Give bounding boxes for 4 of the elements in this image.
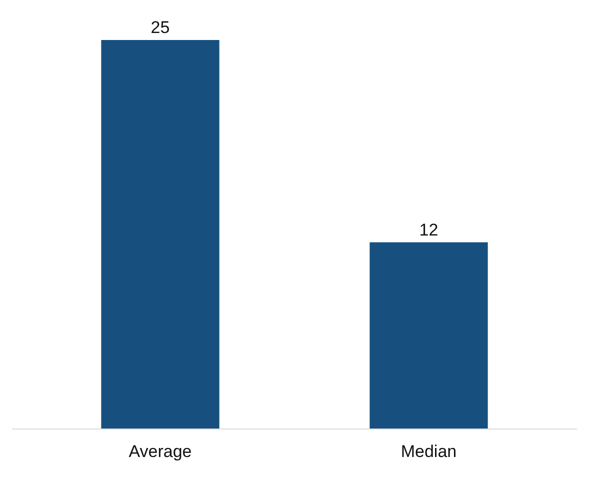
x-tick-label: Median <box>400 442 457 461</box>
data-label: 12 <box>419 220 438 240</box>
x-tick-label: Average <box>128 442 192 461</box>
data-label: 25 <box>150 18 170 37</box>
